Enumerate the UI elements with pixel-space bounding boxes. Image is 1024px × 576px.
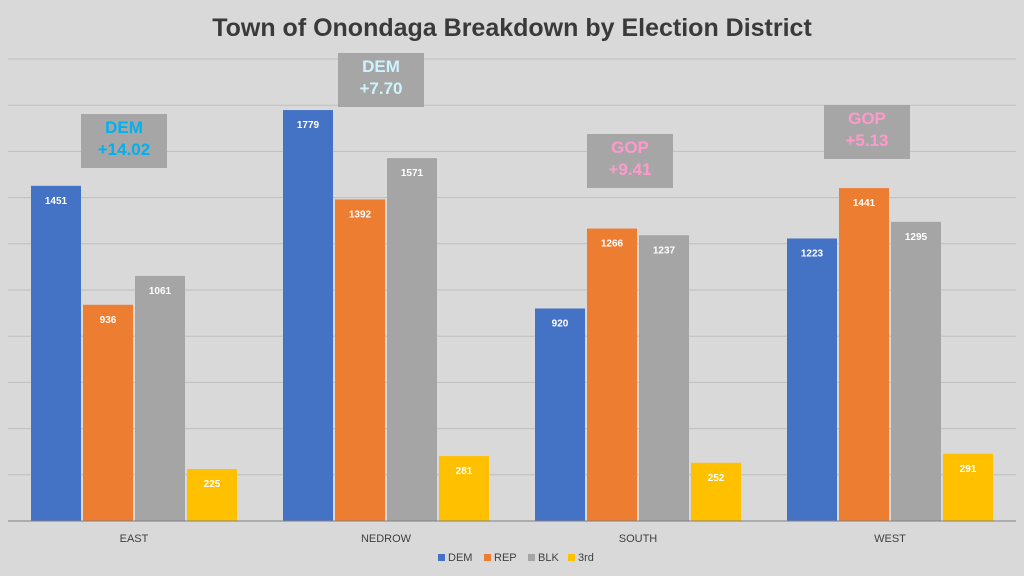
legend-label-3rd: 3rd bbox=[578, 552, 594, 564]
bar-3rd-east bbox=[187, 469, 237, 521]
annotation-margin: +7.70 bbox=[359, 79, 403, 98]
bar-dem-nedrow bbox=[283, 110, 333, 522]
data-label: 1266 bbox=[601, 239, 624, 250]
bar-rep-nedrow bbox=[335, 199, 385, 521]
annotation-margin: +5.13 bbox=[845, 131, 889, 150]
legend-label-rep: REP bbox=[494, 552, 517, 564]
bar-blk-south bbox=[639, 235, 689, 522]
bar-rep-south bbox=[587, 228, 637, 521]
data-label: 1223 bbox=[801, 248, 824, 259]
bar-3rd-south bbox=[691, 462, 741, 521]
annotation-east: DEM +14.02 bbox=[81, 114, 167, 168]
annotation-margin: +9.41 bbox=[608, 160, 652, 179]
legend-swatch-rep bbox=[484, 554, 491, 561]
bar-dem-east bbox=[31, 185, 81, 521]
data-label: 920 bbox=[552, 318, 569, 329]
data-label: 1237 bbox=[653, 245, 676, 256]
data-label: 281 bbox=[456, 466, 473, 477]
annotation-party: GOP bbox=[611, 138, 649, 157]
legend: DEM REP BLK 3rd bbox=[438, 552, 594, 564]
bar-3rd-nedrow bbox=[439, 456, 489, 521]
legend-swatch-blk bbox=[528, 554, 535, 561]
annotation-west: GOP +5.13 bbox=[824, 105, 910, 159]
data-label: 1779 bbox=[297, 120, 320, 131]
bar-blk-nedrow bbox=[387, 158, 437, 521]
annotation-nedrow: DEM +7.70 bbox=[338, 53, 424, 107]
annotation-margin: +14.02 bbox=[97, 140, 151, 159]
data-label: 252 bbox=[708, 473, 725, 484]
bar-rep-west bbox=[839, 188, 889, 521]
data-label: 291 bbox=[960, 464, 977, 475]
data-label: 1441 bbox=[853, 198, 876, 209]
data-label: 1061 bbox=[149, 286, 172, 297]
chart-title: Town of Onondaga Breakdown by Election D… bbox=[212, 14, 812, 42]
data-label: 1571 bbox=[401, 168, 424, 179]
legend-label-blk: BLK bbox=[538, 552, 559, 564]
data-label: 936 bbox=[100, 315, 117, 326]
bar-blk-west bbox=[891, 221, 941, 522]
x-axis-ticks: EAST NEDROW SOUTH WEST bbox=[120, 533, 907, 545]
data-label: 225 bbox=[204, 479, 221, 490]
annotation-south: GOP +9.41 bbox=[587, 134, 673, 188]
bar-blk-east bbox=[135, 275, 185, 521]
bar-dem-west bbox=[787, 238, 837, 521]
bar-rep-east bbox=[83, 304, 133, 521]
annotation-party: GOP bbox=[848, 109, 886, 128]
x-tick-label: WEST bbox=[874, 533, 906, 545]
bar-dem-south bbox=[535, 308, 585, 521]
bar-series: 1451 1779 920 1223 936 1392 1266 1441 1061 1571 12… bbox=[31, 110, 993, 522]
data-label: 1451 bbox=[45, 196, 68, 207]
annotation-party: DEM bbox=[362, 57, 400, 76]
x-tick-label: SOUTH bbox=[619, 533, 658, 545]
x-tick-label: NEDROW bbox=[361, 533, 412, 545]
annotation-party: DEM bbox=[105, 118, 143, 137]
legend-label-dem: DEM bbox=[448, 552, 472, 564]
data-label: 1295 bbox=[905, 232, 928, 243]
bar-3rd-west bbox=[943, 453, 993, 521]
legend-swatch-dem bbox=[438, 554, 445, 561]
data-label: 1392 bbox=[349, 209, 372, 220]
x-tick-label: EAST bbox=[120, 533, 149, 545]
legend-swatch-3rd bbox=[568, 554, 575, 561]
